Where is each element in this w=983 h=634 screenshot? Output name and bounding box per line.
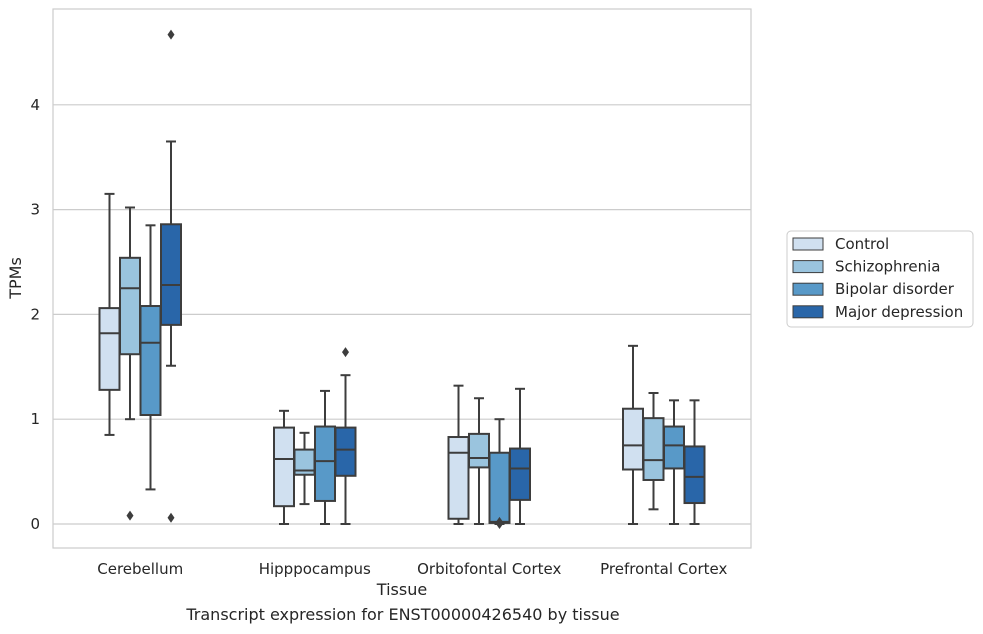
- box-body: [683, 445, 706, 505]
- box-body: [139, 305, 162, 417]
- outlier-point: [342, 347, 349, 358]
- box-2-2: [488, 418, 511, 529]
- box-2-0: [139, 224, 162, 491]
- y-tick-label: 3: [30, 201, 40, 219]
- y-tick-label: 2: [30, 305, 40, 323]
- x-axis-label: Tissue: [376, 580, 427, 599]
- legend-swatch: [792, 260, 824, 274]
- plot-frame: [52, 8, 752, 549]
- box-body: [622, 407, 644, 471]
- box-body: [468, 432, 490, 469]
- boxes: [98, 29, 706, 529]
- box-body: [642, 417, 665, 481]
- x-tick-label: Cerebellum: [97, 560, 183, 578]
- outlier-point: [167, 512, 175, 523]
- x-tick-labels: Cerebellum Hipppocampus Orbitofontal Corte…: [97, 560, 727, 578]
- box-body: [119, 256, 141, 356]
- y-tick-label: 0: [30, 515, 40, 533]
- box-2-1: [314, 389, 336, 525]
- box-1-0: [119, 206, 141, 521]
- legend-label: Control: [835, 235, 889, 253]
- outlier-point: [126, 510, 134, 521]
- box-body: [663, 425, 685, 470]
- box-0-2: [447, 384, 470, 525]
- box-body: [273, 426, 295, 508]
- legend-swatch: [792, 237, 824, 251]
- x-tick-label: Prefrontal Cortex: [600, 560, 727, 578]
- box-body: [314, 425, 336, 502]
- box-body: [447, 436, 470, 520]
- legend-swatch: [792, 305, 824, 319]
- legend-frame: [786, 230, 974, 328]
- box-body: [160, 223, 182, 326]
- y-tick-label: 4: [30, 96, 40, 114]
- legend: Control Schizophrenia Bipolar disorder Majo…: [786, 230, 974, 328]
- box-body: [98, 307, 121, 391]
- x-tick-label: Orbitofontal Cortex: [417, 560, 561, 578]
- legend-label: Schizophrenia: [835, 258, 940, 276]
- box-2-3: [663, 399, 685, 525]
- box-3-1: [334, 347, 357, 525]
- box-3-2: [509, 387, 531, 525]
- y-axis-label: TPMs: [6, 257, 25, 300]
- chart-caption: Transcript expression for ENST0000042654…: [186, 605, 620, 624]
- box-body: [488, 451, 511, 524]
- legend-label: Major depression: [835, 303, 963, 321]
- y-tick-label: 1: [30, 410, 40, 428]
- box-body: [334, 426, 357, 477]
- box-body: [509, 447, 531, 501]
- legend-label: Bipolar disorder: [835, 280, 955, 298]
- box-1-2: [468, 397, 490, 525]
- box-0-1: [273, 409, 295, 525]
- box-0-0: [98, 192, 121, 436]
- box-1-1: [293, 431, 316, 506]
- outlier-point: [167, 29, 175, 40]
- y-tick-labels: 0 1 2 3 4: [30, 96, 40, 533]
- box-0-3: [622, 344, 644, 525]
- box-3-0: [160, 29, 182, 523]
- legend-swatch: [792, 282, 824, 296]
- box-3-3: [683, 399, 706, 525]
- outlier-point: [496, 516, 503, 527]
- x-tick-label: Hipppocampus: [259, 560, 371, 578]
- box-1-3: [642, 392, 665, 511]
